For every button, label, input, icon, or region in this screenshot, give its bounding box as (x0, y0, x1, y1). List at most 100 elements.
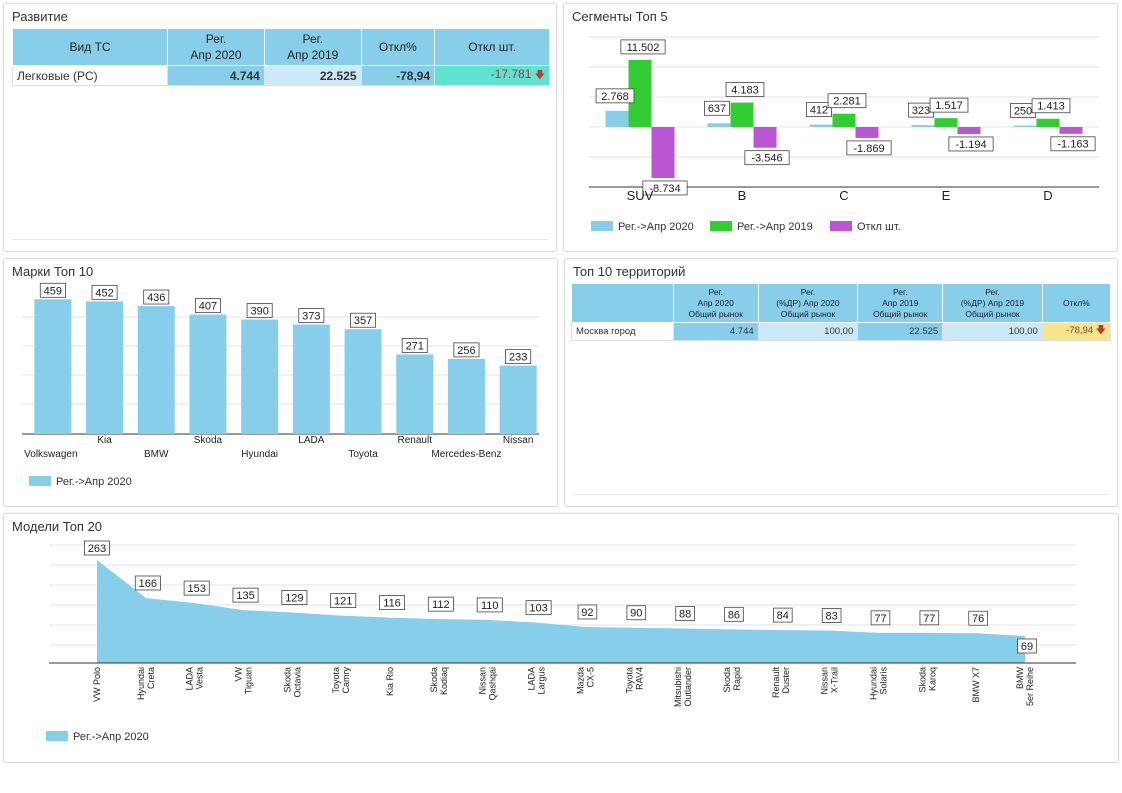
x-tick-label-line: Mazda (575, 667, 585, 694)
data-label-2020-box (704, 100, 730, 116)
col-header-otkl-pct[interactable]: Откл% (1041, 283, 1112, 323)
data-label: 271 (406, 340, 424, 352)
x-tick-label-line: Rapid (732, 667, 742, 691)
x-tick-label: C (839, 188, 848, 203)
x-tick-label: Nissan Qashqai (478, 667, 498, 701)
x-tick-label: Toyota Camry (331, 667, 351, 694)
x-tick-label-line: Outlander (683, 667, 693, 707)
bar-Mercedes-Benz (447, 358, 485, 434)
legend-2019: Рег.->Апр 2019 (737, 221, 813, 233)
legend-2020: Рег.->Апр 2020 (56, 476, 132, 488)
col-header-otkl-sht[interactable]: Откл шт. (434, 28, 550, 66)
bar-E-1 (934, 118, 958, 127)
data-label-box (143, 289, 170, 305)
data-label: 135 (236, 590, 254, 602)
panel-title: Марки Топ 10 (12, 264, 94, 279)
table-header-row: Рег. Апр 2020 Общий рынок Рег. (%ДР) Апр 20… (571, 283, 1112, 323)
panel-marki: Марки Топ 10 459 Volkswagen 452 Kia 436 BMW 40… (3, 258, 558, 507)
data-label-2019: 11.502 (627, 42, 660, 54)
legend-otkl-swatch (830, 221, 852, 231)
data-label: 153 (188, 583, 206, 595)
data-label-box (84, 540, 110, 556)
data-label: 76 (972, 613, 984, 625)
x-tick-label: BMW X7 (971, 667, 981, 703)
x-tick-label-line: Nissan (820, 667, 830, 695)
data-label: 77 (874, 613, 886, 625)
razvitie-table: Вид ТС Рег. Апр 2020 Рег. Апр 2019 Откл% О… (11, 28, 550, 86)
data-label: 166 (139, 578, 157, 590)
x-tick-label-line: Tiguan (244, 667, 254, 694)
x-tick-label-line: Vesta (195, 667, 205, 690)
bar-BMW (137, 306, 175, 434)
data-label-box (401, 338, 428, 353)
data-label-box (453, 342, 480, 358)
col-header-reg-2020[interactable]: Рег. Апр 2020 Общий рынок (672, 283, 759, 323)
x-tick-label: Hyundai Solaris (868, 667, 888, 701)
bar-B-2 (753, 127, 777, 148)
panel-title: Модели Топ 20 (12, 519, 103, 534)
x-tick-label-line: Mitsubishi (673, 667, 683, 707)
data-label: 407 (199, 301, 217, 313)
x-tick-label-line: RAV4 (634, 667, 644, 690)
legend-2019-swatch (710, 221, 732, 231)
bar-C-0 (809, 124, 833, 127)
data-label: 83 (826, 610, 838, 622)
data-label: 263 (88, 543, 106, 555)
table-row[interactable]: Москва город 4.744 100,00 22.525 100,00 … (571, 322, 1112, 341)
x-tick-label: Skoda Kodiaq (429, 667, 449, 695)
col-header-territory[interactable] (571, 283, 674, 323)
data-label-2019: 1.517 (935, 100, 963, 112)
bar-Skoda (189, 314, 227, 434)
table-row[interactable]: Легковые (PC) 4.744 22.525 -78,94 -17.78… (11, 65, 550, 86)
x-tick-label-line: Qashqai (488, 667, 498, 701)
data-label-2019-box (620, 39, 666, 55)
data-label: 110 (481, 600, 499, 612)
x-tick-label: VW Tiguan (234, 666, 254, 694)
col-header-dr-2020[interactable]: Рег. (%ДР) Апр 2020 Общий рынок (757, 283, 859, 323)
col-header-reg-2019[interactable]: Рег. Апр 2019 (263, 28, 362, 66)
x-tick-label: LADA (298, 435, 324, 446)
x-tick-label-line: Duster (781, 667, 791, 694)
col-header-vid-ts[interactable]: Вид ТС (11, 28, 169, 66)
data-label-otkl-box (948, 136, 994, 152)
panel-footer-divider (12, 239, 548, 240)
x-tick-label-line: Skoda (282, 667, 292, 693)
x-tick-label: Skoda Rapid (722, 667, 742, 693)
cell-reg-2019: 22.525 (263, 65, 362, 86)
col-header-otkl-pct[interactable]: Откл% (360, 28, 436, 66)
bar-SUV-1 (628, 59, 652, 127)
data-label-box (505, 349, 532, 365)
cell-otkl-pct: -78,94 🡇 (1041, 322, 1112, 341)
data-label: 90 (630, 608, 642, 620)
x-tick-label-line: LADA (185, 667, 195, 691)
data-label-box (183, 580, 210, 596)
data-label-2020: 2.768 (601, 91, 629, 103)
x-tick-label-line: VW (234, 666, 244, 681)
data-label-box (330, 593, 357, 609)
col-header-dr-2019[interactable]: Рег. (%ДР) Апр 2019 Общий рынок (942, 283, 1043, 323)
data-label-otkl: -8.734 (649, 183, 680, 195)
bar-Hyundai (241, 319, 279, 434)
cell-otkl-sht: -17.781 🡇 (434, 65, 550, 86)
data-label-box (427, 596, 454, 612)
x-tick-label-line: Kodiaq (439, 667, 449, 695)
bar-Kia (86, 301, 124, 434)
data-label-box (281, 590, 308, 605)
data-label-box (626, 605, 647, 621)
cell-reg-2019: 22.525 (857, 322, 944, 341)
data-label: 121 (334, 596, 352, 608)
data-label-box (821, 608, 842, 623)
x-tick-label: E (942, 188, 951, 203)
data-label: 436 (147, 292, 165, 304)
territories-table: Рег. Апр 2020 Общий рынок Рег. (%ДР) Апр 20… (571, 283, 1112, 341)
x-tick-label: BMW (144, 449, 169, 460)
cell-dr-2020: 100,00 (757, 322, 859, 341)
col-header-reg-2019[interactable]: Рег. Апр 2019 Общий рынок (857, 283, 944, 323)
data-label: 256 (457, 345, 475, 357)
data-label-box (232, 587, 259, 603)
data-label-otkl-box (1050, 136, 1096, 152)
bar-B-0 (707, 123, 731, 127)
col-header-reg-2020[interactable]: Рег. Апр 2020 (167, 28, 265, 66)
x-tick-label-line: X-Trail (830, 667, 840, 693)
